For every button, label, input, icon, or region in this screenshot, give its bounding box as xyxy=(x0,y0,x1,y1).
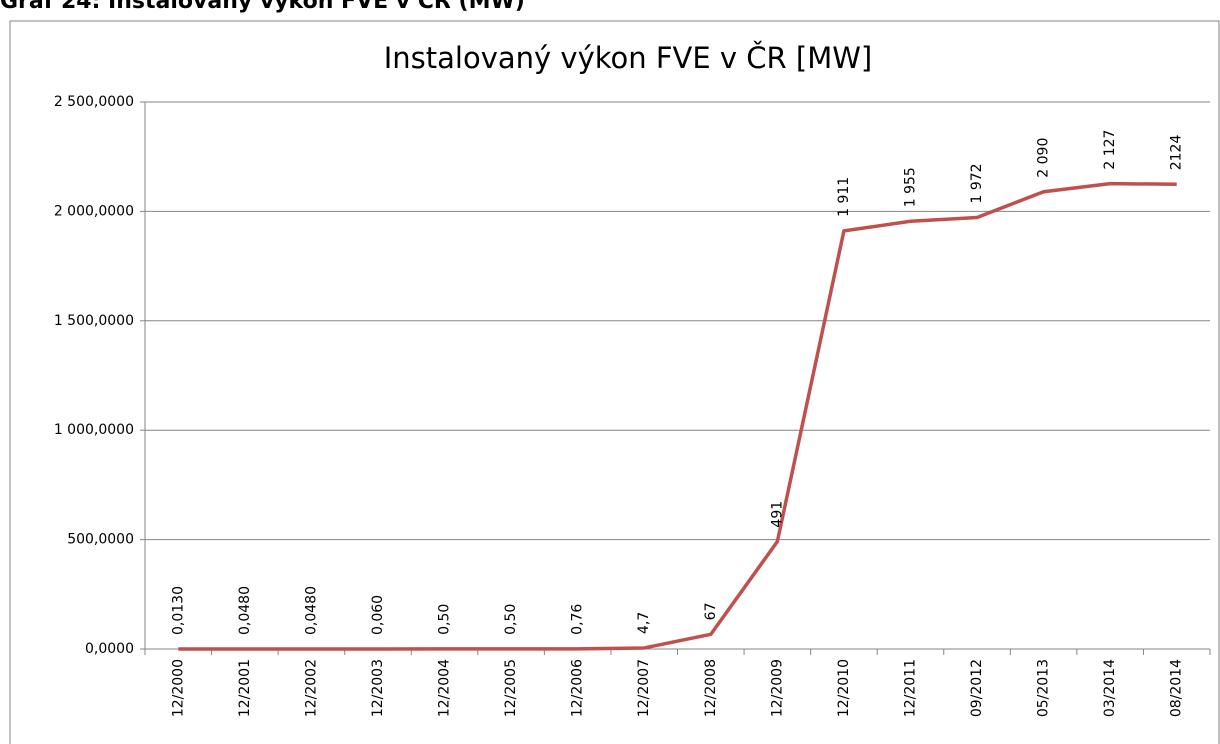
data-label: 0,0130 xyxy=(170,586,186,635)
data-label: 491 xyxy=(769,501,785,528)
x-tick-label: 12/2005 xyxy=(503,659,519,717)
x-tick-label: 05/2013 xyxy=(1036,659,1052,717)
y-tick-label: 2 000,0000 xyxy=(54,203,134,219)
x-tick-label: 12/2008 xyxy=(703,659,719,717)
x-tick-label: 12/2003 xyxy=(370,659,386,717)
data-label: 1 911 xyxy=(836,177,852,217)
y-tick-label: 500,0000 xyxy=(67,532,134,548)
x-tick-label: 12/2004 xyxy=(437,659,453,717)
data-label: 0,0480 xyxy=(303,586,319,635)
chart-frame xyxy=(9,20,1220,744)
x-tick-label: 12/2006 xyxy=(570,659,586,717)
data-label: 2124 xyxy=(1169,135,1185,171)
x-tick-label: 12/2010 xyxy=(836,659,852,717)
y-tick-label: 1 000,0000 xyxy=(54,422,134,438)
y-tick-label: 0,0000 xyxy=(85,641,134,657)
data-label: 1 955 xyxy=(902,167,918,207)
data-label: 0,060 xyxy=(370,595,386,635)
data-label: 2 127 xyxy=(1102,130,1118,170)
data-label: 0,76 xyxy=(570,604,586,635)
y-tick-label: 1 500,0000 xyxy=(54,313,134,329)
data-label: 2 090 xyxy=(1036,138,1052,178)
data-label: 67 xyxy=(703,603,719,621)
data-label: 0,50 xyxy=(437,604,453,635)
x-tick-label: 09/2012 xyxy=(969,659,985,717)
x-tick-label: 03/2014 xyxy=(1102,659,1118,717)
line-series xyxy=(178,181,1177,651)
x-tick-label: 12/2007 xyxy=(636,659,652,717)
data-label: 0,50 xyxy=(503,604,519,635)
data-label: 4,7 xyxy=(636,612,652,634)
x-tick-label: 12/2000 xyxy=(170,659,186,717)
data-label: 1 972 xyxy=(969,163,985,203)
x-tick-label: 12/2009 xyxy=(769,659,785,717)
x-tick-label: 08/2014 xyxy=(1169,659,1185,717)
y-tick-label: 2 500,0000 xyxy=(54,94,134,110)
heading: Graf 24: Instalovaný výkon FVE v ČR (MW) xyxy=(0,0,525,14)
chart-title: Instalovaný výkon FVE v ČR [MW] xyxy=(384,41,872,75)
x-tick-label: 12/2001 xyxy=(237,659,253,717)
x-tick-label: 12/2002 xyxy=(303,659,319,717)
data-label: 0,0480 xyxy=(237,586,253,635)
x-tick-label: 12/2011 xyxy=(902,659,918,717)
